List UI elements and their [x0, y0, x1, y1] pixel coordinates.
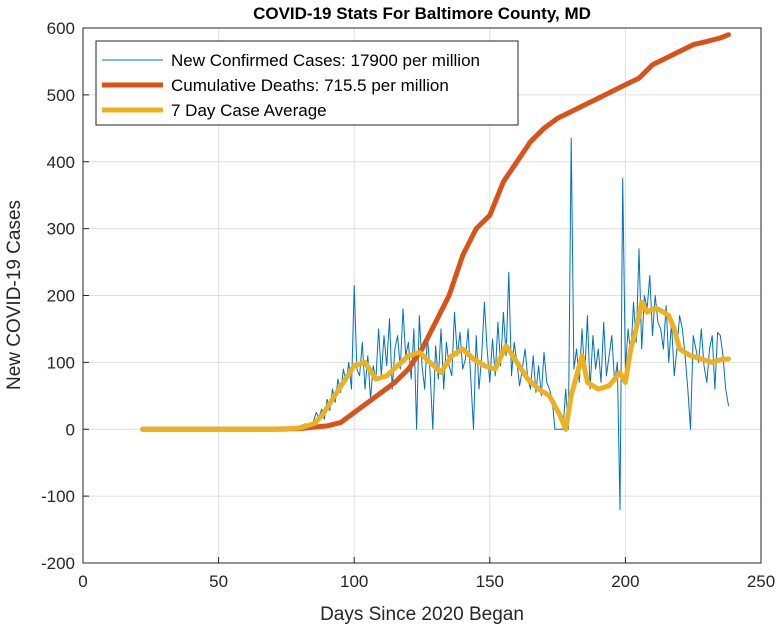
- x-tick-label-4: 200: [611, 572, 639, 591]
- y-tick-label-2: 0: [66, 420, 75, 439]
- legend-items: New Confirmed Cases: 17900 per million Cu…: [102, 51, 480, 120]
- y-tick-label-7: 500: [47, 86, 75, 105]
- y-tick-label-4: 200: [47, 287, 75, 306]
- series-line-1: [140, 32, 731, 432]
- series-line-2: [140, 299, 731, 432]
- y-tick-label-8: 600: [47, 19, 75, 38]
- legend-label-0: New Confirmed Cases: 17900 per million: [171, 51, 480, 70]
- x-tick-label-5: 250: [747, 572, 775, 591]
- tick-labels: 0 50 100 150 200 250 -200 -100 0 100 200 300 400 500 6…: [41, 19, 775, 591]
- legend-box: [95, 40, 519, 126]
- plot-area: [140, 32, 731, 510]
- y-tick-label-6: 400: [47, 153, 75, 172]
- series-layer: [140, 32, 731, 510]
- x-tick-label-3: 150: [476, 572, 504, 591]
- ticks: [82, 27, 762, 564]
- x-tick-label-0: 0: [78, 572, 87, 591]
- legend-label-2: 7 Day Case Average: [171, 101, 327, 120]
- y-axis-label: New COVID-19 Cases: [4, 200, 25, 390]
- x-tick-label-2: 100: [340, 572, 368, 591]
- y-tick-label-3: 100: [47, 353, 75, 372]
- chart-title: COVID-19 Stats For Baltimore County, MD: [253, 4, 591, 23]
- y-tick-label-5: 300: [47, 220, 75, 239]
- legend: New Confirmed Cases: 17900 per million Cu…: [95, 40, 519, 126]
- y-tick-label-0: -200: [41, 554, 75, 573]
- legend-label-1: Cumulative Deaths: 715.5 per million: [171, 76, 449, 95]
- y-tick-label-1: -100: [41, 487, 75, 506]
- x-axis-label: Days Since 2020 Began: [320, 604, 524, 625]
- x-tick-label-1: 50: [209, 572, 228, 591]
